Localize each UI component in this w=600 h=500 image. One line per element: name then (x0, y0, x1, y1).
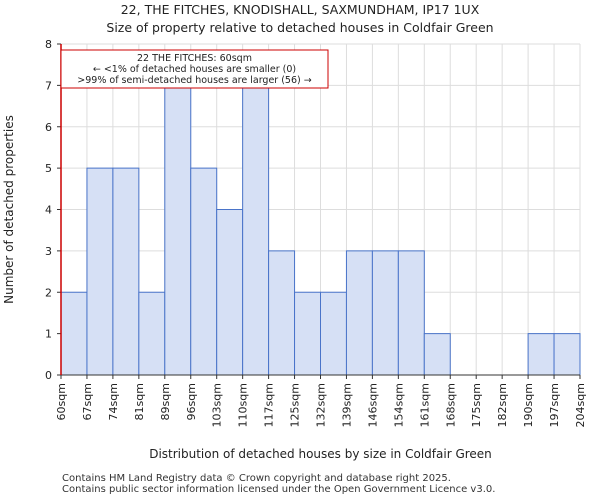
x-axis-label: Distribution of detached houses by size … (149, 447, 492, 461)
y-axis-label: Number of detached properties (2, 115, 16, 304)
x-tick-label: 175sqm (470, 383, 483, 427)
x-tick-label: 81sqm (133, 383, 146, 420)
x-tick-label: 125sqm (289, 383, 302, 427)
x-tick-label: 161sqm (418, 383, 431, 427)
chart-title: 22, THE FITCHES, KNODISHALL, SAXMUNDHAM,… (120, 2, 480, 17)
bar-139sqm (345, 250, 373, 376)
bar-146sqm (371, 250, 399, 376)
bar-60sqm (60, 291, 88, 376)
histogram-chart: 0 1 2 3 4 5 6 7 8 60sqm 67sqm 74sqm 81sqm 89sqm 96sqm 1… (2, 38, 587, 461)
bar-132sqm (320, 291, 347, 376)
annotation-line-2: ← <1% of detached houses are smaller (0) (93, 64, 296, 75)
y-tick-label: 0 (45, 369, 52, 382)
y-tick-label: 1 (45, 328, 52, 341)
x-tick-label: 182sqm (496, 383, 509, 427)
x-tick-label: 168sqm (444, 383, 457, 427)
bar-190sqm (527, 333, 555, 376)
y-tick-label: 7 (45, 79, 52, 92)
bar-103sqm (216, 209, 244, 376)
bar-125sqm (294, 291, 321, 376)
bar-89sqm (164, 84, 192, 376)
chart-subtitle: Size of property relative to detached ho… (106, 20, 494, 35)
x-tick-label: 110sqm (237, 383, 250, 427)
bar-161sqm (423, 333, 451, 376)
bar-81sqm (138, 291, 166, 376)
x-tick-label: 96sqm (185, 383, 198, 420)
x-tick-label: 60sqm (55, 383, 68, 420)
y-tick-label: 2 (45, 286, 52, 299)
x-tick-label: 74sqm (107, 383, 120, 420)
annotation-line-1: 22 THE FITCHES: 60sqm (137, 53, 252, 64)
x-tick-label: 132sqm (315, 383, 328, 427)
footer-licence: Contains public sector information licen… (62, 484, 496, 495)
annotation-line-3: >99% of semi-detached houses are larger … (77, 75, 311, 86)
bar-117sqm (268, 250, 296, 376)
y-tick-label: 5 (45, 162, 52, 175)
y-tick-label: 8 (45, 38, 52, 51)
bar-110sqm (242, 84, 270, 376)
bar-197sqm (553, 333, 581, 376)
annotation-box (60, 49, 329, 89)
footer-copyright: Contains HM Land Registry data © Crown c… (62, 473, 451, 484)
x-tick-label: 146sqm (366, 383, 379, 427)
y-tick-label: 4 (45, 204, 52, 217)
y-tick-label: 6 (45, 121, 52, 134)
x-tick-label: 103sqm (211, 383, 224, 427)
x-tick-label: 154sqm (392, 383, 405, 427)
x-tick-label: 67sqm (81, 383, 94, 420)
x-tick-label: 89sqm (159, 383, 172, 420)
y-tick-label: 3 (45, 245, 52, 258)
x-tick-label: 139sqm (340, 383, 353, 427)
x-tick-label: 117sqm (263, 383, 276, 427)
bar-74sqm (112, 167, 140, 376)
bar-96sqm (190, 167, 218, 376)
x-tick-label: 197sqm (548, 383, 561, 427)
x-tick-label: 190sqm (522, 383, 535, 427)
bar-67sqm (86, 167, 114, 376)
bar-154sqm (397, 250, 425, 376)
x-tick-label: 204sqm (574, 383, 587, 427)
